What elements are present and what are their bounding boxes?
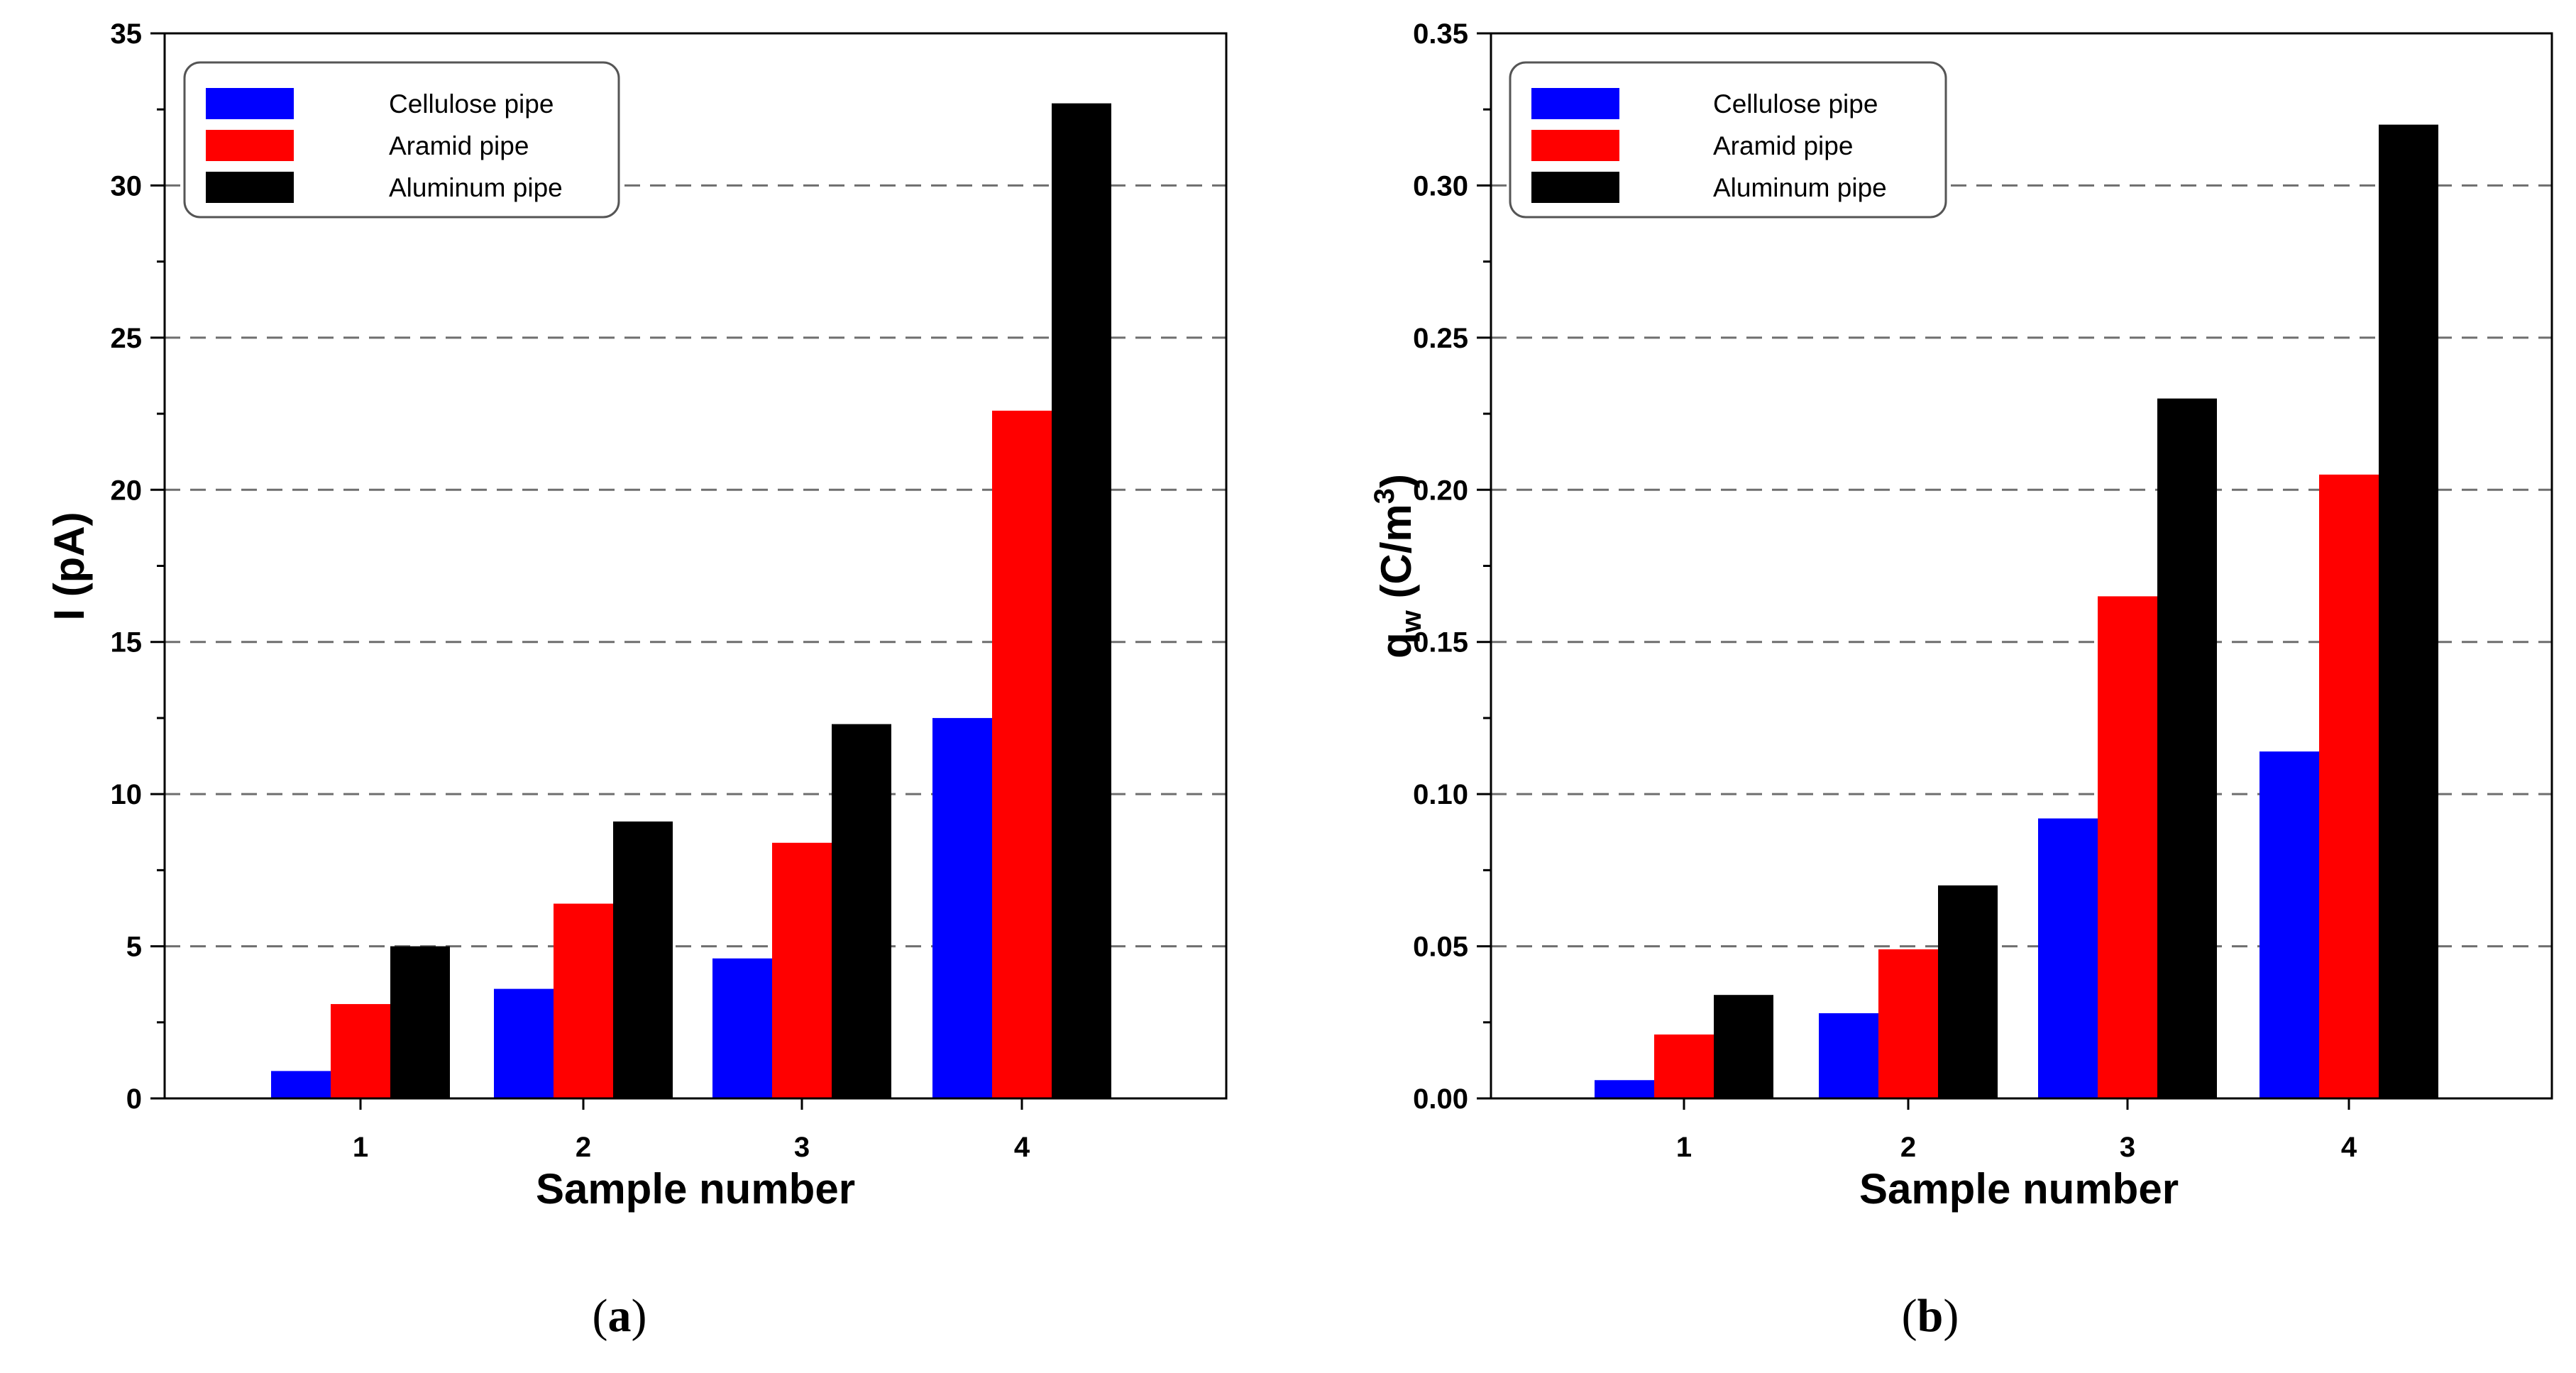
y-tick-label: 15: [111, 627, 143, 658]
x-tick-label: 2: [1900, 1132, 1916, 1163]
y-tick-label: 0.20: [1413, 475, 1468, 506]
y-tick-label: 0.15: [1413, 627, 1468, 658]
legend-swatch-aramid-pipe: [206, 130, 294, 161]
legend-label-aramid-pipe: Aramid pipe: [1713, 131, 1853, 160]
panel-label: (b): [1902, 1290, 1959, 1342]
legend-label-aluminum-pipe: Aluminum pipe: [389, 173, 563, 202]
y-tick-label: 30: [111, 170, 143, 202]
legend-swatch-aluminum-pipe: [206, 172, 294, 203]
bar-aramid-pipe-sample-4: [992, 410, 1052, 1098]
bar-cellulose-pipe-sample-4: [2259, 751, 2319, 1098]
legend-label-cellulose-pipe: Cellulose pipe: [1713, 89, 1878, 118]
bar-cellulose-pipe-sample-1: [1595, 1080, 1654, 1098]
y-tick-label: 35: [111, 18, 143, 50]
chart-panel-a: 0 5 10 15 20 25 30 35 1 2 3 4 Sample number I (pA) Cel…: [45, 18, 1228, 1342]
x-tick-label: 1: [353, 1132, 368, 1163]
y-tick-label: 0.25: [1413, 323, 1468, 354]
bar-aramid-pipe-sample-4: [2319, 474, 2379, 1098]
legend-label-aluminum-pipe: Aluminum pipe: [1713, 173, 1887, 202]
legend-swatch-cellulose-pipe: [206, 88, 294, 119]
y-tick-label: 0.30: [1413, 170, 1468, 202]
y-tick-label: 0.35: [1413, 18, 1468, 50]
legend-swatch-cellulose-pipe: [1531, 88, 1619, 119]
x-axis-title: Sample number: [1859, 1165, 2179, 1213]
y-tick-label: 5: [126, 932, 142, 963]
bar-aramid-pipe-sample-3: [772, 842, 832, 1098]
x-tick-label: 3: [2120, 1132, 2135, 1163]
y-tick-label: 20: [111, 475, 143, 506]
legend: Cellulose pipe Aramid pipe Aluminum pipe: [1509, 61, 1947, 219]
bar-aluminum-pipe-sample-3: [2157, 398, 2217, 1098]
legend-swatch-aluminum-pipe: [1531, 172, 1619, 203]
chart-panel-b: 0.00 0.05 0.10 0.15 0.20 0.25 0.30 0.35 1 2 3 4 Samp…: [1369, 18, 2553, 1342]
bar-aramid-pipe-sample-3: [2098, 596, 2157, 1098]
legend: Cellulose pipe Aramid pipe Aluminum pipe: [183, 61, 620, 219]
bar-cellulose-pipe-sample-2: [1819, 1013, 1878, 1098]
bar-cellulose-pipe-sample-2: [494, 988, 554, 1098]
bar-aluminum-pipe-sample-2: [613, 821, 673, 1098]
y-tick-label: 10: [111, 779, 143, 810]
bar-aramid-pipe-sample-1: [1654, 1034, 1714, 1098]
y-tick-label: 0: [126, 1083, 142, 1115]
y-tick-label: 0.00: [1413, 1083, 1468, 1115]
bar-cellulose-pipe-sample-3: [712, 958, 772, 1098]
bar-aramid-pipe-sample-1: [331, 1004, 390, 1098]
x-tick-label: 4: [1014, 1132, 1030, 1163]
y-axis-title: I (pA): [45, 512, 93, 620]
bar-aluminum-pipe-sample-1: [1714, 995, 1773, 1098]
x-tick-label: 2: [576, 1132, 591, 1163]
legend-label-cellulose-pipe: Cellulose pipe: [389, 89, 554, 118]
bar-aluminum-pipe-sample-3: [832, 724, 891, 1098]
bar-aluminum-pipe-sample-1: [390, 946, 450, 1098]
y-tick-label: 0.10: [1413, 779, 1468, 810]
bar-aramid-pipe-sample-2: [1878, 949, 1938, 1098]
x-tick-label: 1: [1676, 1132, 1692, 1163]
bar-cellulose-pipe-sample-1: [271, 1071, 331, 1098]
x-tick-label: 4: [2341, 1132, 2357, 1163]
y-tick-label: 0.05: [1413, 932, 1468, 963]
bar-aluminum-pipe-sample-4: [2379, 124, 2438, 1099]
bar-aluminum-pipe-sample-2: [1938, 885, 1998, 1098]
legend-swatch-aramid-pipe: [1531, 130, 1619, 161]
bar-cellulose-pipe-sample-3: [2038, 818, 2098, 1098]
panel-label: (a): [593, 1290, 647, 1342]
bar-aluminum-pipe-sample-4: [1052, 103, 1111, 1098]
x-tick-label: 3: [794, 1132, 810, 1163]
bar-aramid-pipe-sample-2: [554, 903, 613, 1098]
y-axis-title: qw (C/m3): [1369, 474, 1427, 658]
x-axis-title: Sample number: [536, 1165, 855, 1213]
y-tick-label: 25: [111, 323, 143, 354]
legend-label-aramid-pipe: Aramid pipe: [389, 131, 529, 160]
bar-cellulose-pipe-sample-4: [932, 717, 992, 1098]
